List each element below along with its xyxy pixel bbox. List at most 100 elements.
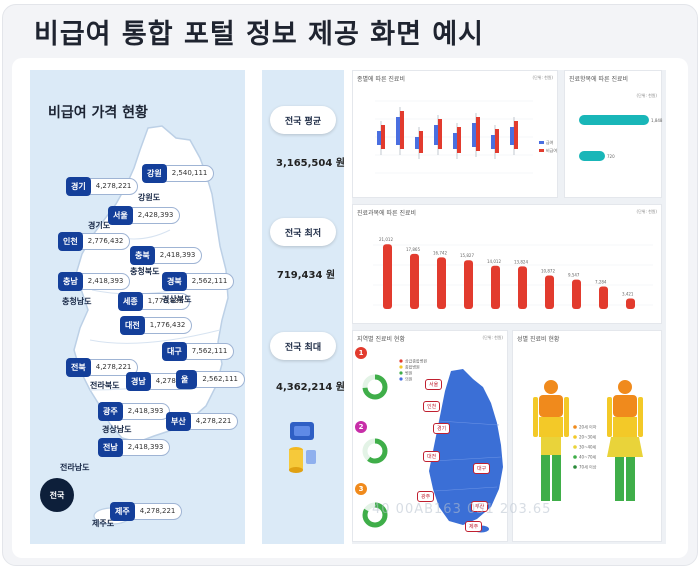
region-gangwon[interactable]: 강원 2,540,111 bbox=[142, 164, 215, 183]
region-value: 4,278,221 bbox=[86, 359, 139, 376]
region-value: 4,278,221 bbox=[186, 413, 239, 430]
box-uninsured bbox=[419, 131, 423, 153]
box-uninsured bbox=[438, 119, 442, 149]
dept-bars: 21,012 17,865 16,742 15,827 14,012 13,824 10,8… bbox=[379, 237, 635, 309]
region-daejeon[interactable]: 대전 1,776,432 bbox=[120, 316, 193, 335]
region-label[interactable]: 서울 bbox=[425, 379, 443, 390]
chart-unit: (단위: 천원) bbox=[636, 209, 657, 214]
avg-label: 전국 평균 bbox=[270, 106, 336, 134]
dept-bar-value: 3,421 bbox=[622, 291, 634, 296]
region-label[interactable]: 인천 bbox=[423, 401, 441, 412]
box-insured bbox=[510, 127, 514, 145]
legend-label: 20~30세 bbox=[579, 434, 597, 440]
box-uninsured bbox=[476, 117, 480, 151]
region-gyeonggi[interactable]: 경기 4,278,221 bbox=[66, 177, 139, 196]
dept-bar bbox=[626, 298, 635, 309]
region-incheon[interactable]: 인천 2,776,432 bbox=[58, 232, 131, 251]
region-chungnam[interactable]: 충남 2,418,393 bbox=[58, 272, 131, 291]
region-value: 2,540,111 bbox=[162, 165, 215, 182]
hbar-chart: 1,848 720 bbox=[579, 115, 663, 161]
legend-label: 70세 이상 bbox=[579, 464, 597, 470]
region-tag: 부산 bbox=[166, 412, 191, 431]
box-uninsured bbox=[514, 121, 518, 149]
region-gyeongbuk[interactable]: 경북 2,562,111 bbox=[162, 272, 235, 291]
region-seoul[interactable]: 서울 2,428,393 bbox=[108, 206, 181, 225]
male-figure bbox=[533, 380, 569, 501]
region-value: 2,562,111 bbox=[193, 371, 245, 388]
province-name: 경상남도 bbox=[102, 425, 132, 434]
dept-bar-chart: 21,012 17,865 16,742 15,827 14,012 13,824 10,8… bbox=[373, 237, 653, 309]
region-tag: 경기 bbox=[66, 177, 91, 196]
region-value: 2,428,393 bbox=[128, 207, 181, 224]
chart-title: 종별에 따른 진료비 bbox=[357, 76, 405, 83]
chart-title: 진료과목에 따른 진료비 bbox=[357, 210, 417, 217]
dept-bar bbox=[599, 286, 608, 309]
region-value: 4,278,221 bbox=[86, 178, 139, 195]
female-figure bbox=[607, 380, 643, 501]
wallet-coins-icon bbox=[289, 422, 316, 473]
legend-label: 40~70세 bbox=[579, 454, 597, 460]
province-name: 전라북도 bbox=[90, 381, 120, 390]
region-jeonbuk[interactable]: 전북 4,278,221 bbox=[66, 358, 139, 377]
region-label[interactable]: 경기 bbox=[433, 423, 451, 434]
province-name: 제주도 bbox=[92, 519, 115, 528]
box-insured bbox=[453, 133, 457, 149]
region-tag: 서울 bbox=[108, 206, 133, 225]
region-tag: 충북 bbox=[130, 246, 155, 265]
region-sejong[interactable]: 세종 1,776,432 bbox=[118, 292, 191, 311]
boxplot-marks bbox=[377, 107, 518, 159]
box-uninsured bbox=[381, 125, 385, 149]
region-tag: 경북 bbox=[162, 272, 187, 291]
legend-label: 상급종합병원 bbox=[405, 358, 427, 364]
region-value: 1,776,432 bbox=[140, 317, 193, 334]
region-ulsan[interactable]: 울산 2,562,111 bbox=[176, 370, 245, 403]
box-uninsured bbox=[495, 129, 499, 153]
hbar bbox=[579, 151, 605, 161]
legend-swatch bbox=[539, 149, 544, 152]
region-tag: 강원 bbox=[142, 164, 167, 183]
region-tag: 광주 bbox=[98, 402, 123, 421]
dept-bar-value: 7,284 bbox=[595, 280, 607, 285]
region-label[interactable]: 부산 bbox=[471, 501, 489, 512]
region-jeonnam[interactable]: 전남 2,418,393 bbox=[98, 438, 171, 457]
region-label[interactable]: 대전 bbox=[423, 451, 441, 462]
region-label[interactable]: 대구 bbox=[473, 463, 491, 474]
region-gwangju[interactable]: 광주 2,418,393 bbox=[98, 402, 171, 421]
donut-2 bbox=[362, 438, 388, 464]
chart-card-type: 종별에 따른 진료비 (단위: 천원) 급여 비급여 bbox=[352, 70, 558, 198]
region-jeju[interactable]: 제주 4,278,221 bbox=[110, 502, 183, 521]
region-tag: 대전 bbox=[120, 316, 145, 335]
region-chart: 상급종합병원 종합병원 병원 의원 bbox=[362, 358, 503, 533]
box-insured bbox=[472, 123, 476, 147]
boxplot-chart: 급여 비급여 bbox=[375, 100, 557, 174]
nation-button[interactable]: 전국 bbox=[40, 478, 74, 512]
dept-bar bbox=[410, 253, 419, 309]
region-value: 2,418,393 bbox=[118, 403, 171, 420]
region-label[interactable]: 광주 bbox=[417, 491, 435, 502]
legend-label: 비급여 bbox=[546, 147, 557, 153]
dashboard-panel: 종별에 따른 진료비 (단위: 천원) 급여 비급여 진료항목에 따른 진료비 … bbox=[352, 70, 666, 544]
box-insured bbox=[377, 131, 381, 145]
region-divider bbox=[432, 420, 502, 492]
dept-bar bbox=[383, 244, 392, 309]
legend-label: 의원 bbox=[405, 376, 413, 382]
avg-value: 3,165,504 원 bbox=[276, 158, 345, 169]
province-name: 경상북도 bbox=[162, 295, 192, 304]
hbar-value: 1,848 bbox=[651, 118, 663, 123]
rank-badge: 3 bbox=[355, 483, 367, 495]
region-label[interactable]: 제주 bbox=[465, 521, 483, 532]
page-title: 비급여 통합 포털 정보 제공 화면 예시 bbox=[34, 19, 484, 50]
dept-bar-value: 9,547 bbox=[568, 273, 580, 278]
box-insured bbox=[434, 125, 438, 145]
region-tag: 전남 bbox=[98, 438, 123, 457]
region-daegu[interactable]: 대구 7,562,111 bbox=[162, 342, 235, 361]
region-chungbuk[interactable]: 충북 2,418,393 bbox=[130, 246, 203, 265]
region-value: 2,562,111 bbox=[182, 273, 235, 290]
dept-bar bbox=[437, 257, 446, 309]
dept-bar bbox=[518, 266, 527, 309]
legend-swatch bbox=[539, 141, 544, 144]
region-busan[interactable]: 부산 4,278,221 bbox=[166, 412, 239, 431]
legend-label: 병원 bbox=[405, 370, 413, 376]
max-value: 4,362,214 원 bbox=[276, 382, 345, 393]
gender-chart: 20세 이하 20~30세 30~40세 40~70세 70세 이상 bbox=[533, 380, 643, 501]
